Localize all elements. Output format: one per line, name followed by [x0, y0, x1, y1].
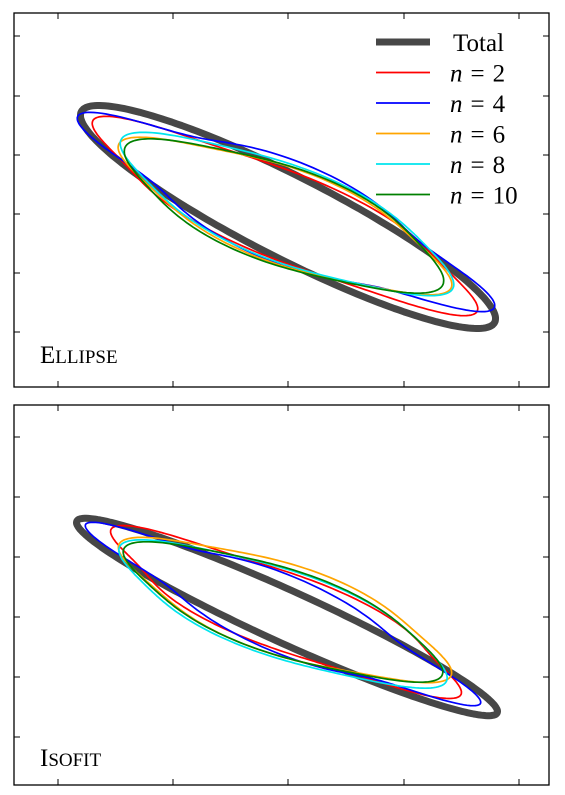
panel-label-isofit: ISOFIT: [40, 745, 102, 772]
legend: Total n = 2 n = 4 n = 6 n = 8 n = 10: [376, 30, 518, 210]
series-n-6-top: [117, 136, 453, 296]
series-n-4-top: [76, 111, 496, 313]
bottom-panel-curves: [73, 514, 501, 720]
legend-label-n-4: n = 4: [450, 91, 506, 118]
bottom-panel-frame: [13, 404, 550, 786]
series-n-10-bottom: [122, 540, 444, 684]
legend-label-n-10: n = 10: [450, 183, 518, 210]
bottom-panel-ticks: [14, 405, 549, 785]
series-n-8-top: [119, 131, 455, 297]
legend-label-total: Total: [453, 30, 504, 57]
top-panel-curves: [76, 102, 499, 332]
series-total-bottom: [73, 514, 501, 720]
series-n-10-top: [123, 137, 445, 295]
series-n-2-top: [91, 115, 479, 317]
panel-label-ellipse: ELLIPSE: [40, 342, 118, 369]
series-n-4-bottom: [84, 521, 482, 707]
top-panel-ticks: [14, 13, 549, 387]
series-total-top: [77, 102, 499, 332]
legend-label-n-6: n = 6: [450, 122, 505, 149]
series-n-2-bottom: [109, 524, 463, 700]
legend-label-n-8: n = 8: [450, 152, 505, 179]
top-panel-frame: [13, 12, 550, 388]
top-panel: ELLIPSE: [13, 12, 550, 388]
bottom-panel: ISOFIT: [13, 404, 550, 786]
legend-label-n-2: n = 2: [450, 61, 505, 88]
